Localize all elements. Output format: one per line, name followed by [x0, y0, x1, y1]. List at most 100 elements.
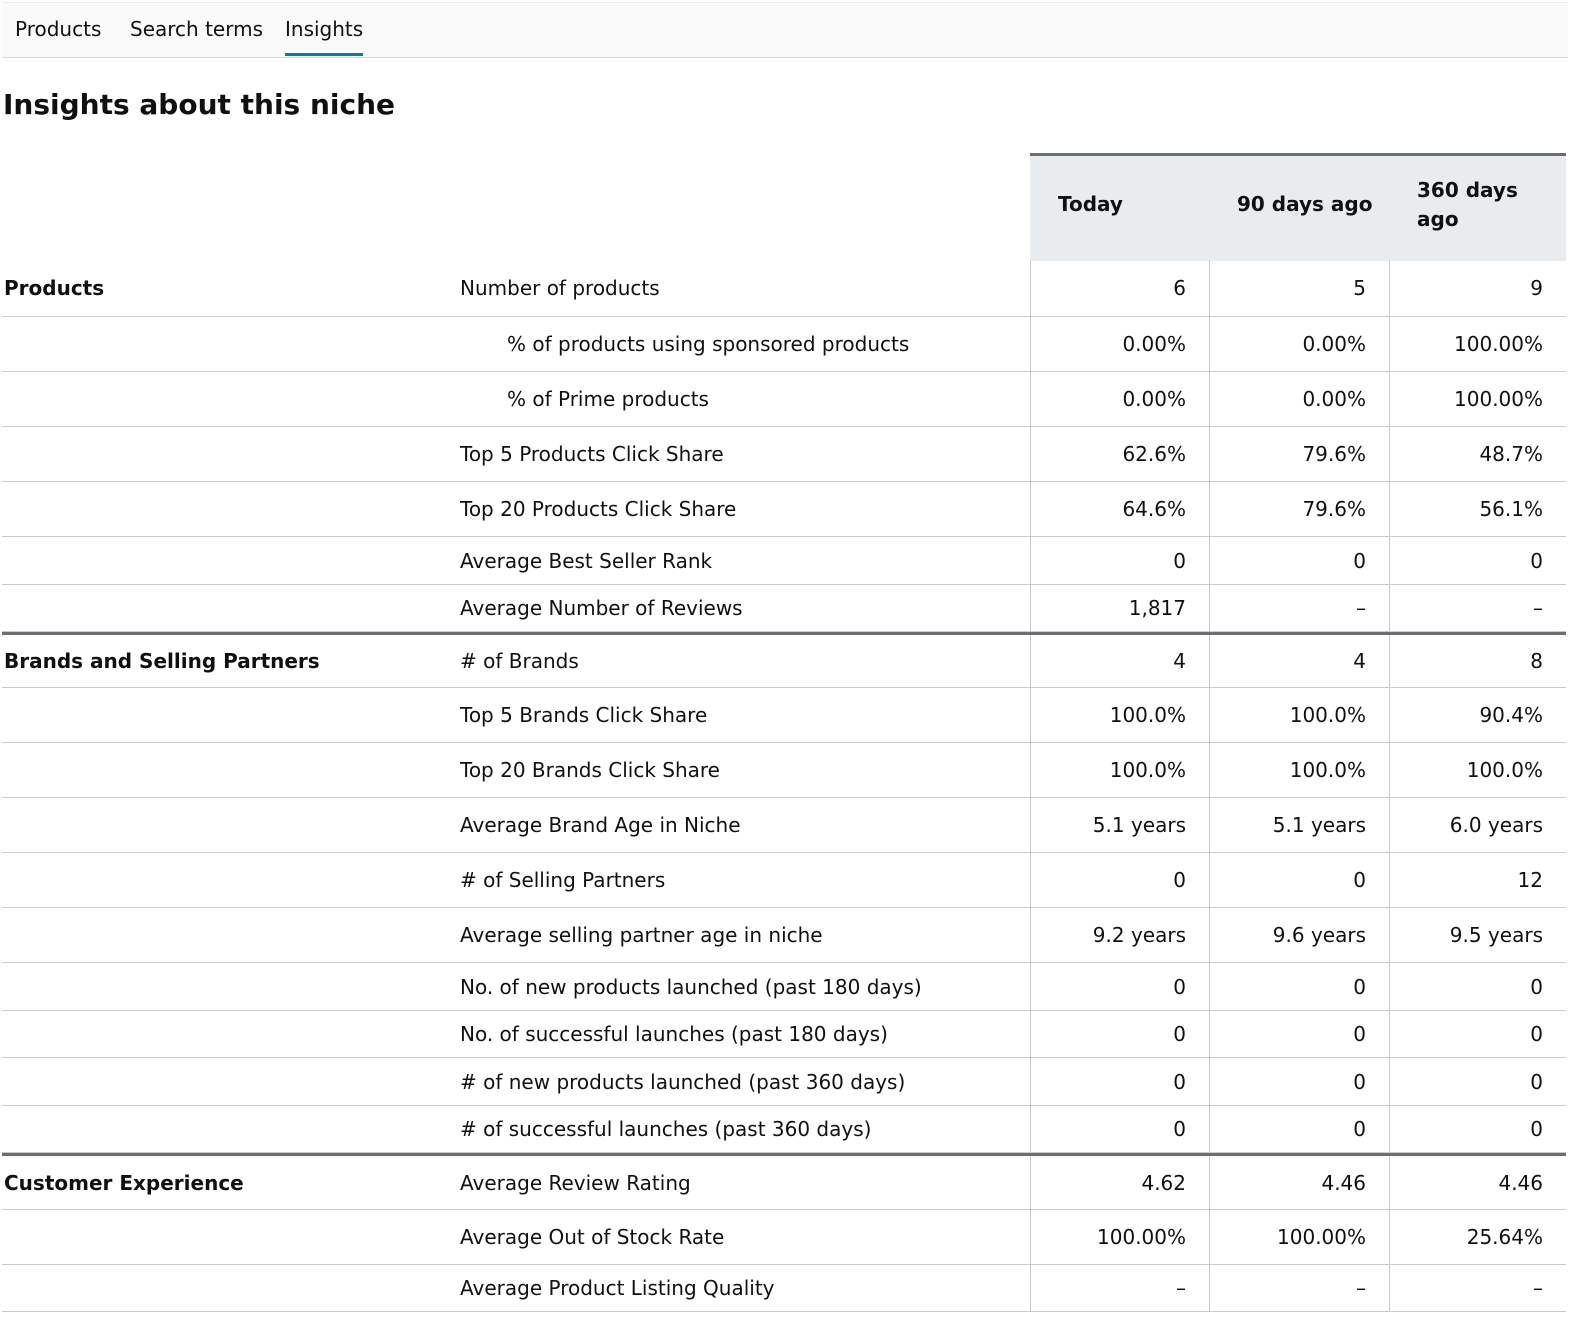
value-360-days: 0: [1389, 1011, 1566, 1057]
value-360-days: 12: [1389, 853, 1566, 907]
table-row: # of Selling Partners 0 0 12: [2, 853, 1566, 908]
section-label: Customer Experience: [4, 1170, 244, 1195]
value-90-days: 5.1 years: [1209, 798, 1389, 852]
insights-table: Products Number of products 6 5 9% of produc…: [2, 260, 1566, 1312]
value-360-days: –: [1389, 585, 1566, 631]
value-90-days: 79.6%: [1209, 482, 1389, 536]
value-360-days: 100.00%: [1389, 372, 1566, 426]
value-360-days: 9: [1389, 260, 1566, 316]
table-row: Average Product Listing Quality – – –: [2, 1265, 1566, 1312]
value-today: 100.0%: [1030, 743, 1209, 797]
value-today: 4.62: [1030, 1156, 1209, 1209]
value-today: –: [1030, 1265, 1209, 1311]
column-header: Today 90 days ago 360 days ago: [1030, 153, 1566, 261]
value-today: 100.00%: [1030, 1210, 1209, 1264]
table-row: Average Out of Stock Rate 100.00% 100.00% 2…: [2, 1210, 1566, 1265]
value-90-days: 4: [1209, 635, 1389, 687]
metric-label: Number of products: [460, 276, 660, 300]
column-header-90-days: 90 days ago: [1237, 192, 1373, 216]
value-today: 9.2 years: [1030, 908, 1209, 962]
value-90-days: 0: [1209, 853, 1389, 907]
value-today: 0: [1030, 1011, 1209, 1057]
value-today: 0: [1030, 1106, 1209, 1152]
tab-search-terms[interactable]: Search terms: [130, 17, 263, 41]
value-today: 0: [1030, 963, 1209, 1010]
value-360-days: 48.7%: [1389, 427, 1566, 481]
table-row: Top 5 Products Click Share 62.6% 79.6% 48.7…: [2, 427, 1566, 482]
value-90-days: 0: [1209, 1106, 1389, 1152]
metric-label: # of Brands: [460, 649, 579, 673]
value-360-days: 100.0%: [1389, 743, 1566, 797]
value-90-days: 0.00%: [1209, 317, 1389, 371]
value-90-days: 100.0%: [1209, 743, 1389, 797]
tab-insights[interactable]: Insights: [285, 17, 364, 56]
metric-label: No. of successful launches (past 180 day…: [460, 1022, 888, 1046]
metric-label: Average Review Rating: [460, 1170, 691, 1195]
value-90-days: 100.0%: [1209, 688, 1389, 742]
value-today: 0: [1030, 537, 1209, 584]
metric-label: Top 20 Products Click Share: [460, 497, 737, 521]
value-360-days: 9.5 years: [1389, 908, 1566, 962]
page-title: Insights about this niche: [3, 88, 396, 121]
value-today: 1,817: [1030, 585, 1209, 631]
value-360-days: 90.4%: [1389, 688, 1566, 742]
column-header-360-days: 360 days ago: [1417, 178, 1518, 231]
metric-label: % of products using sponsored products: [507, 332, 910, 356]
table-row: % of products using sponsored products 0.…: [2, 317, 1566, 372]
value-90-days: 4.46: [1209, 1156, 1389, 1209]
metric-label: Top 20 Brands Click Share: [460, 758, 720, 782]
metric-label: Average Out of Stock Rate: [460, 1225, 725, 1249]
table-row: Top 5 Brands Click Share 100.0% 100.0% 90.4…: [2, 688, 1566, 743]
value-360-days: 25.64%: [1389, 1210, 1566, 1264]
table-row: No. of new products launched (past 180 d…: [2, 963, 1566, 1011]
value-360-days: 0: [1389, 1058, 1566, 1105]
table-row: Average Number of Reviews 1,817– –: [2, 585, 1566, 632]
metric-label: # of new products launched (past 360 day…: [460, 1069, 906, 1094]
table-row: Top 20 Brands Click Share 100.0% 100.0% 100…: [2, 743, 1566, 798]
value-today: 5.1 years: [1030, 798, 1209, 852]
table-row: Average selling partner age in niche 9.2 …: [2, 908, 1566, 963]
value-90-days: 0: [1209, 537, 1389, 584]
value-today: 6: [1030, 260, 1209, 316]
table-row: No. of successful launches (past 180 day…: [2, 1011, 1566, 1058]
metric-label: Top 5 Brands Click Share: [460, 703, 708, 727]
value-90-days: 79.6%: [1209, 427, 1389, 481]
metric-label: Average Number of Reviews: [460, 596, 743, 620]
metric-label: Average Best Seller Rank: [460, 548, 713, 573]
metric-label: % of Prime products: [507, 387, 709, 411]
value-today: 100.0%: [1030, 688, 1209, 742]
value-360-days: 0: [1389, 1106, 1566, 1152]
table-row: Top 20 Products Click Share 64.6% 79.6% 56.…: [2, 482, 1566, 537]
value-360-days: 0: [1389, 537, 1566, 584]
value-today: 0: [1030, 1058, 1209, 1105]
value-90-days: 0.00%: [1209, 372, 1389, 426]
value-360-days: 0: [1389, 963, 1566, 1010]
value-today: 64.6%: [1030, 482, 1209, 536]
table-row: Products Number of products 6 5 9: [2, 260, 1566, 317]
value-90-days: 0: [1209, 1058, 1389, 1105]
section-label: Brands and Selling Partners: [4, 649, 320, 673]
metric-label: Top 5 Products Click Share: [460, 442, 724, 466]
value-90-days: 9.6 years: [1209, 908, 1389, 962]
value-90-days: –: [1209, 585, 1389, 631]
value-360-days: 6.0 years: [1389, 798, 1566, 852]
metric-label: # of successful launches (past 360 days): [460, 1117, 872, 1141]
metric-label: No. of new products launched (past 180 d…: [460, 974, 922, 999]
metric-label: Average selling partner age in niche: [460, 923, 823, 947]
value-today: 0.00%: [1030, 372, 1209, 426]
tab-products[interactable]: Products: [15, 17, 102, 41]
table-row: # of new products launched (past 360 day…: [2, 1058, 1566, 1106]
value-90-days: 5: [1209, 260, 1389, 316]
table-row: Average Best Seller Rank 0 0 0: [2, 537, 1566, 585]
value-90-days: 0: [1209, 1011, 1389, 1057]
value-90-days: 100.00%: [1209, 1210, 1389, 1264]
value-today: 62.6%: [1030, 427, 1209, 481]
table-row: % of Prime products 0.00% 0.00% 100.00%: [2, 372, 1566, 427]
tab-bar: Products Search terms Insights: [2, 2, 1568, 58]
table-row: Customer Experience Average Review Rating…: [2, 1153, 1566, 1210]
value-today: 0.00%: [1030, 317, 1209, 371]
value-360-days: –: [1389, 1265, 1566, 1311]
value-360-days: 56.1%: [1389, 482, 1566, 536]
value-360-days: 4.46: [1389, 1156, 1566, 1209]
metric-label: Average Brand Age in Niche: [460, 813, 741, 837]
